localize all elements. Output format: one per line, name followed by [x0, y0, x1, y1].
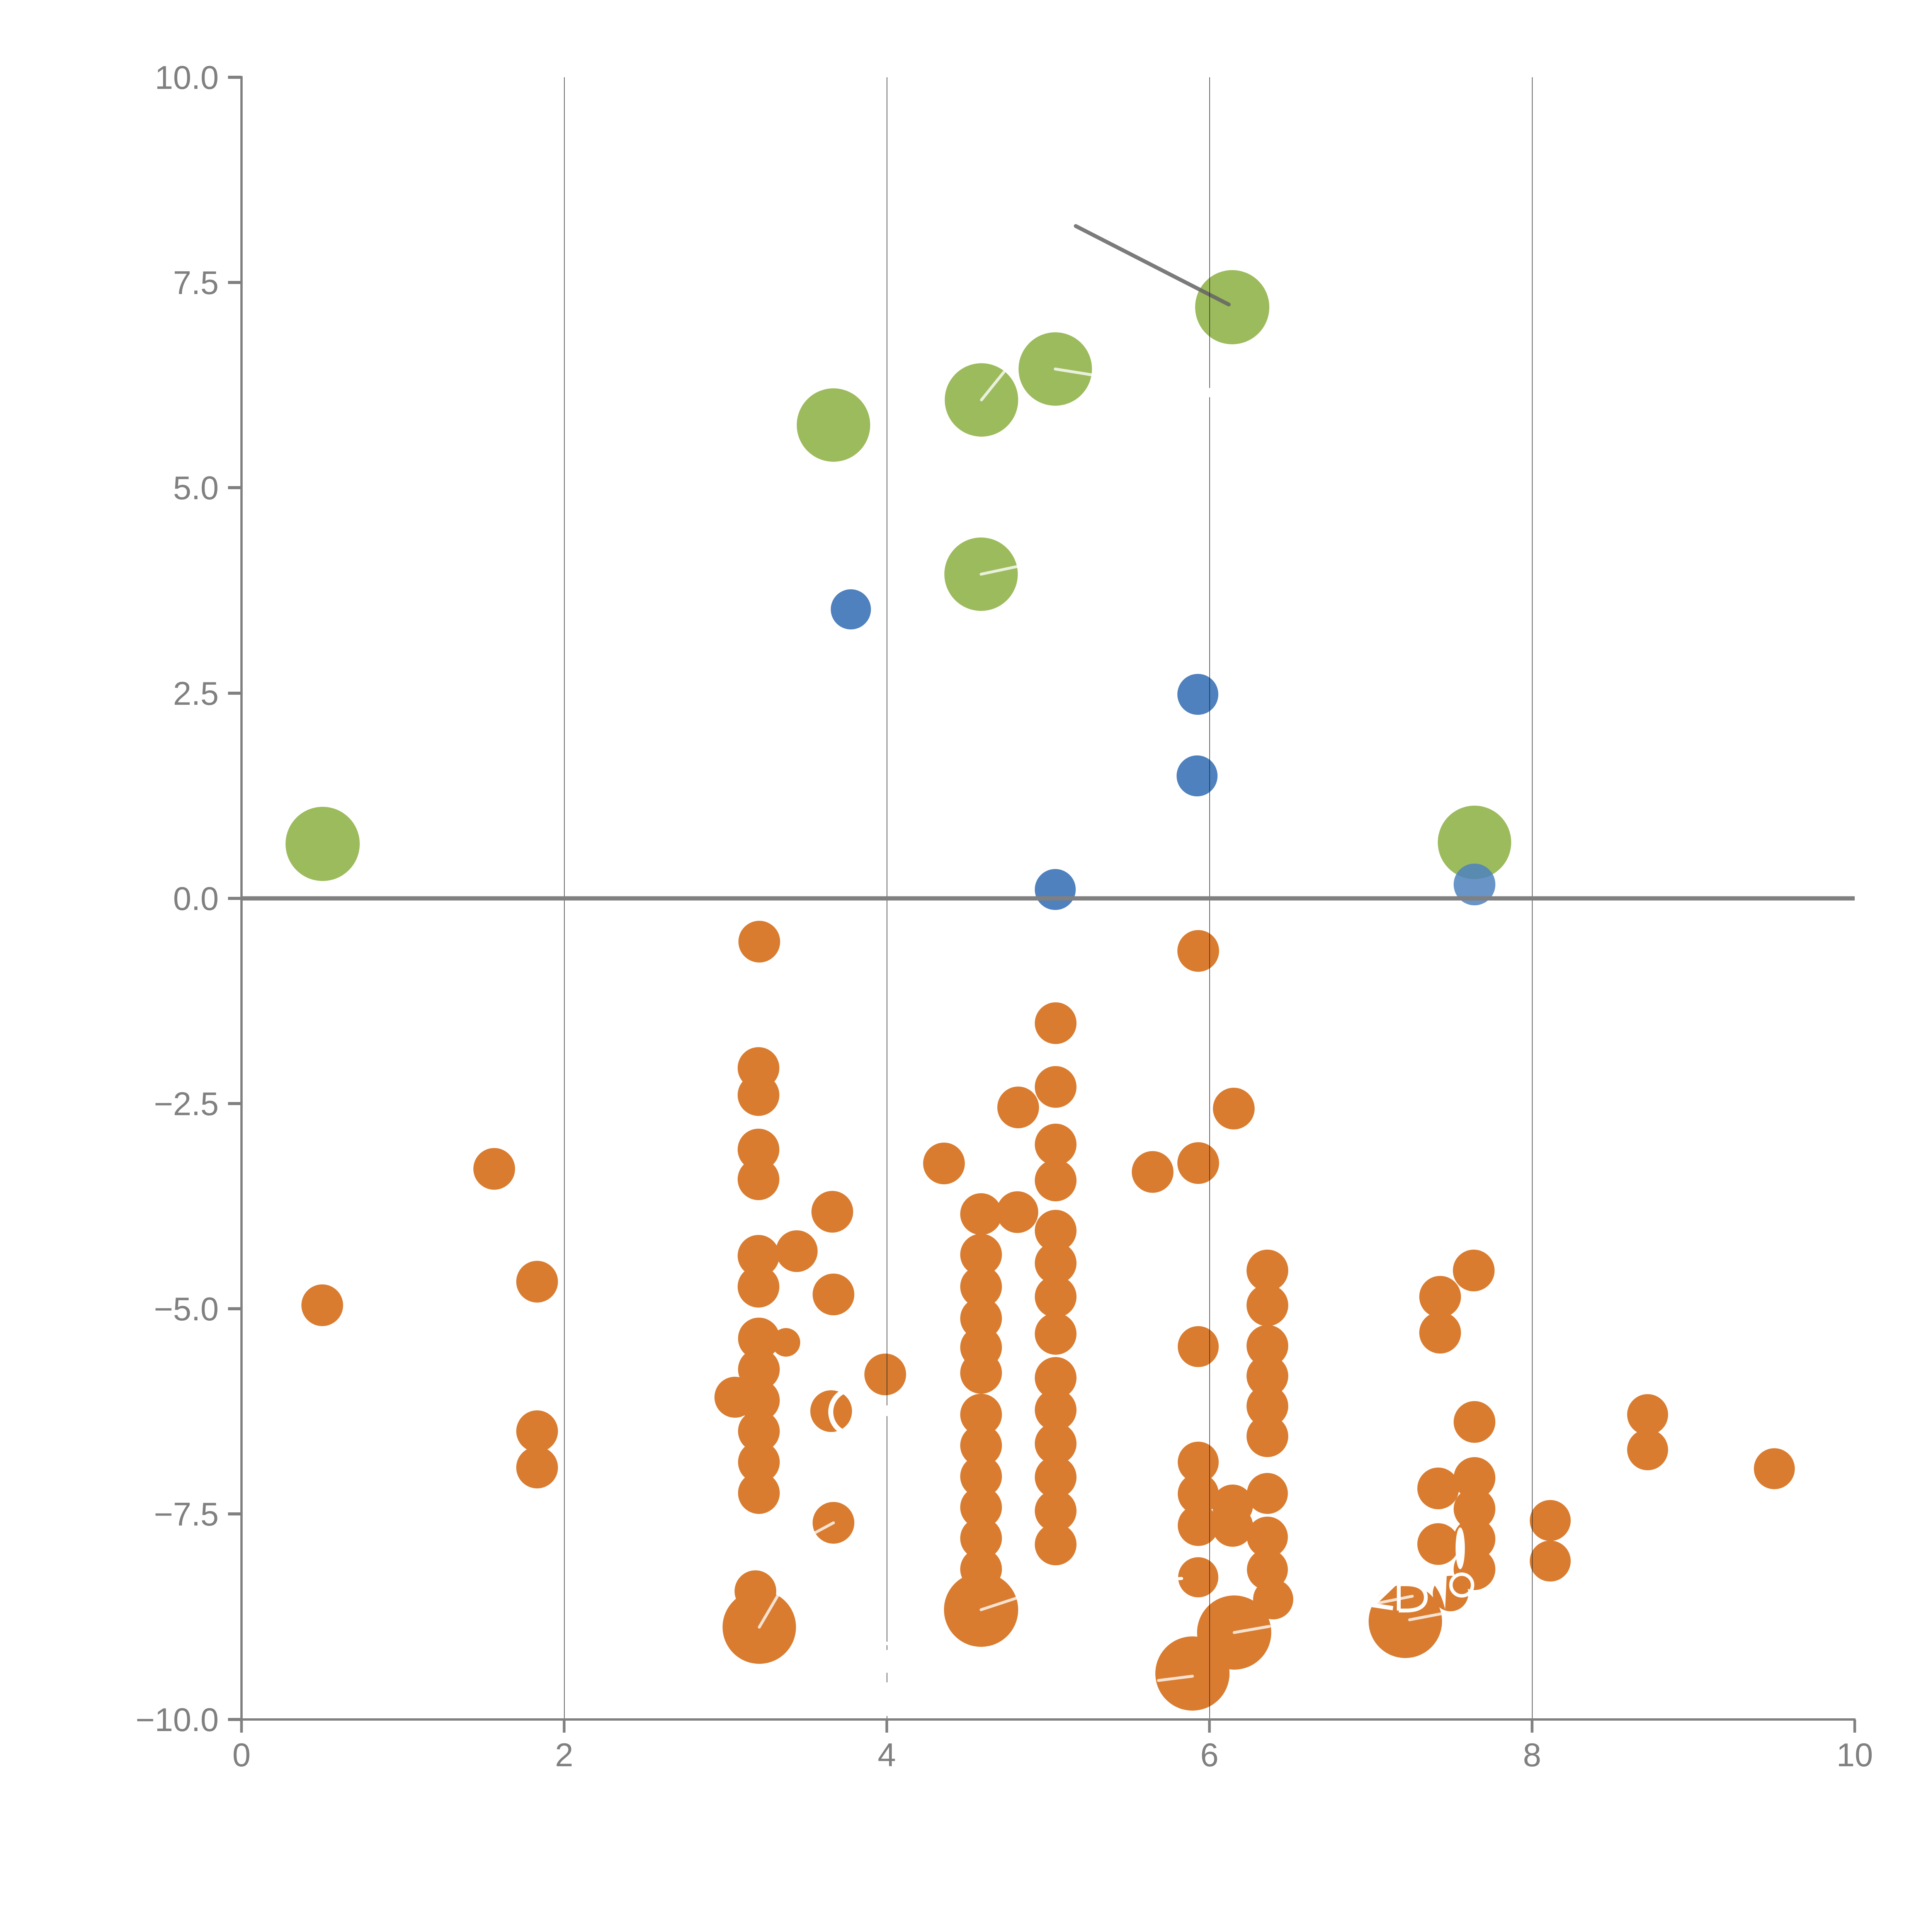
- svg-text:4: 4: [878, 1737, 896, 1774]
- svg-text:−7.5: −7.5: [154, 1496, 219, 1533]
- svg-text:10.0: 10.0: [155, 60, 219, 96]
- svg-text:−5.0: −5.0: [154, 1291, 219, 1328]
- svg-text:2.5: 2.5: [173, 675, 219, 712]
- svg-text:7.5: 7.5: [173, 265, 219, 301]
- svg-text:8: 8: [1523, 1737, 1541, 1774]
- svg-text:−10.0: −10.0: [136, 1702, 219, 1738]
- svg-text:5.0: 5.0: [173, 470, 219, 507]
- svg-text:0.0: 0.0: [173, 881, 219, 917]
- svg-text:6: 6: [1200, 1737, 1218, 1774]
- svg-text:2: 2: [555, 1737, 573, 1774]
- svg-text:0: 0: [232, 1737, 250, 1774]
- svg-text:10: 10: [1837, 1737, 1873, 1774]
- svg-text:−2.5: −2.5: [154, 1086, 219, 1122]
